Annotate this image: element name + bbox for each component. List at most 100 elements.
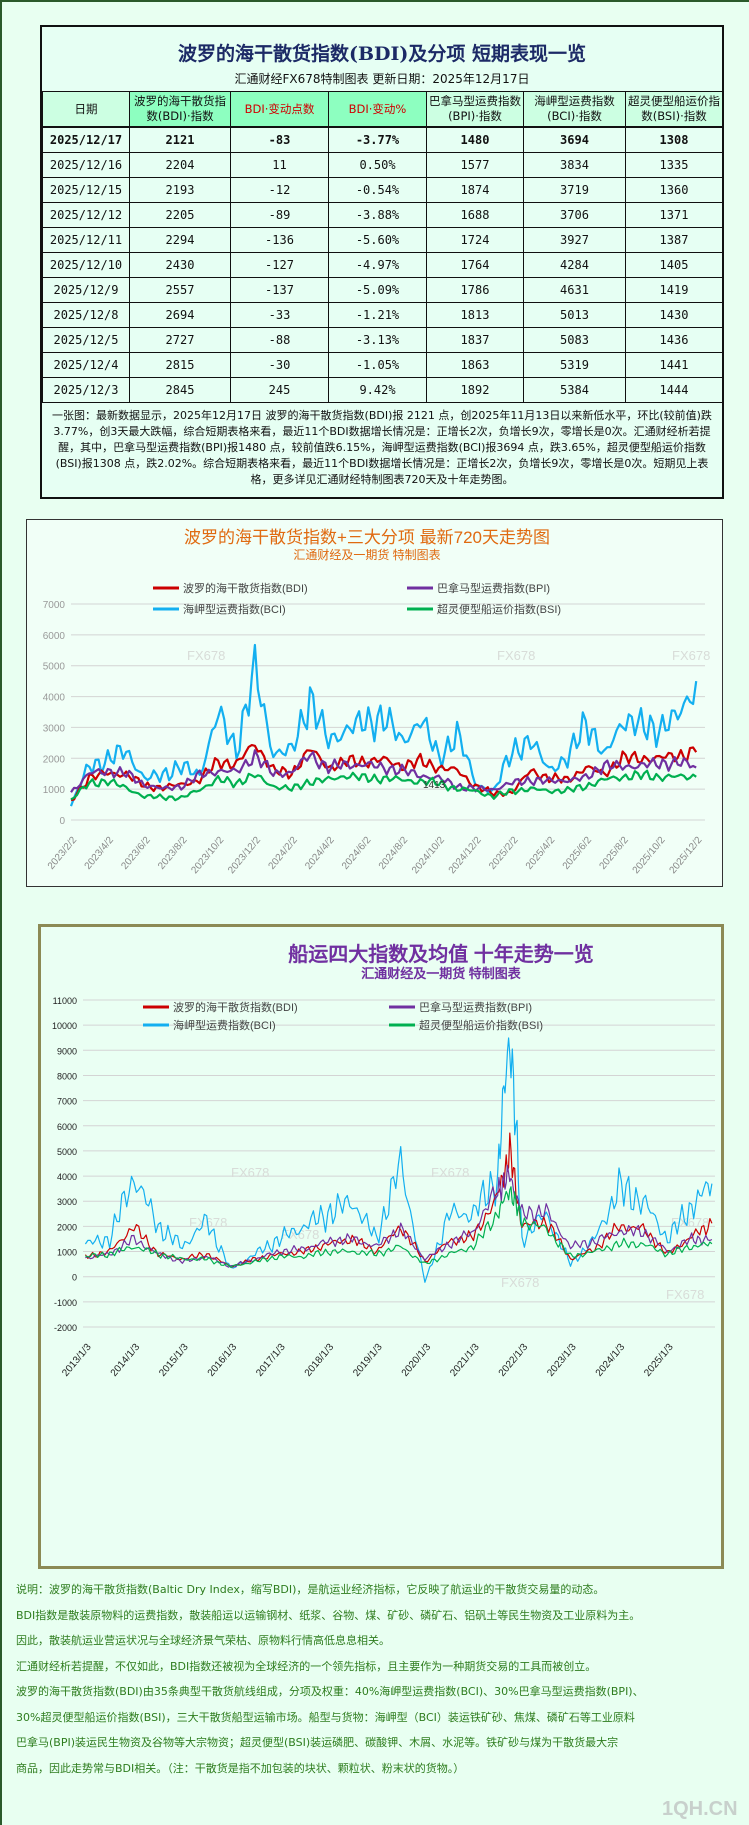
- note-line: 汇通财经析若提醒，不仅如此，BDI指数还被视为全球经济的一个领先指标，且主要作为…: [16, 1659, 597, 1673]
- chart-ten-years: 船运四大指数及均值 十年走势一览 汇通财经及一期货 特制图表 -2000 -1000 0…: [38, 924, 724, 1569]
- table-row: 2025/12/17 2121 -83 -3.77% 1480 3694 1308: [42, 126, 723, 153]
- cell-date: 2025/12/8: [42, 302, 130, 328]
- chart-subtitle: 汇通财经及一期货 特制图表: [361, 966, 522, 981]
- y-tick-label: 4000: [57, 1172, 77, 1182]
- series-line-bpi: [85, 1164, 713, 1268]
- cell-bpi: 1764: [426, 252, 524, 278]
- y-tick-label: 5000: [43, 662, 66, 673]
- note-line: 巴拿马(BPI)装运民生物资及谷物等大宗物资；超灵便型(BSI)装运磷肥、碳酸钾…: [16, 1736, 619, 1749]
- bdi-table: 日期 波罗的海干散货指数(BDI)·指数 BDI·变动点数 BDI·变动% 巴拿…: [42, 91, 723, 403]
- cell-bdi-change-pct: -5.60%: [328, 227, 427, 253]
- cell-bpi: 1786: [426, 277, 524, 303]
- x-tick-label: 2024/4/2: [303, 835, 337, 872]
- cell-date: 2025/12/5: [42, 327, 130, 353]
- y-tick-label: 11000: [53, 996, 77, 1006]
- cell-bdi-change: -12: [230, 177, 329, 203]
- x-tick-label: 2021/1/3: [448, 1342, 482, 1379]
- cell-bdi: 2815: [129, 352, 231, 378]
- cell-bdi-change-pct: -5.09%: [328, 277, 427, 303]
- cell-bpi: 1813: [426, 302, 524, 328]
- x-tick-label: 2025/12/2: [667, 835, 704, 876]
- x-tick-label: 2018/1/3: [303, 1342, 337, 1379]
- watermark: FX678: [497, 648, 535, 663]
- table-row: 2025/12/12 2205 -89 -3.88% 1688 3706 1371: [42, 202, 723, 228]
- cell-bpi: 1837: [426, 327, 524, 353]
- cell-bsi: 1444: [625, 377, 723, 403]
- cell-bpi: 1724: [426, 227, 524, 253]
- y-tick-label: 10000: [52, 1021, 77, 1031]
- header-date: 日期: [42, 91, 130, 128]
- cell-bpi: 1577: [426, 152, 524, 178]
- series-line-bci: [69, 643, 698, 807]
- x-tick-label: 2023/6/2: [119, 835, 153, 872]
- cell-bci: 3694: [523, 126, 626, 153]
- cell-bsi: 1387: [625, 227, 723, 253]
- x-tick-label: 2019/1/3: [351, 1342, 385, 1379]
- header-bdi-change-pct: BDI·变动%: [328, 91, 427, 128]
- cell-bdi: 2204: [129, 152, 231, 178]
- watermark: FX678: [431, 1165, 469, 1180]
- cell-bdi-change-pct: -3.88%: [328, 202, 427, 228]
- cell-bdi-change: -137: [230, 277, 329, 303]
- y-tick-label: 7000: [57, 1097, 77, 1107]
- cell-bpi: 1863: [426, 352, 524, 378]
- cell-bpi: 1892: [426, 377, 524, 403]
- cell-bsi: 1419: [625, 277, 723, 303]
- x-tick-label: 2014/1/3: [109, 1342, 143, 1379]
- header-bdi-change: BDI·变动点数: [230, 91, 329, 128]
- cell-bdi-change-pct: -3.13%: [328, 327, 427, 353]
- cell-bpi: 1688: [426, 202, 524, 228]
- legend-label: 海岬型运费指数(BCI): [183, 602, 286, 616]
- cell-bci: 5319: [523, 352, 626, 378]
- x-tick-label: 2022/1/3: [497, 1342, 531, 1379]
- x-tick-label: 2017/1/3: [254, 1342, 288, 1379]
- x-tick-label: 2023/10/2: [189, 835, 226, 876]
- y-tick-label: 7000: [43, 600, 66, 611]
- watermark: FX678: [671, 1215, 709, 1230]
- table-row: 2025/12/5 2727 -88 -3.13% 1837 5083 1436: [42, 327, 723, 353]
- cell-date: 2025/12/9: [42, 277, 130, 303]
- cell-bdi: 2205: [129, 202, 231, 228]
- series-line-bpi: [70, 749, 697, 793]
- table-row: 2025/12/9 2557 -137 -5.09% 1786 4631 1419: [42, 277, 723, 303]
- x-tick-label: 2024/1/3: [594, 1342, 628, 1379]
- cell-date: 2025/12/12: [42, 202, 130, 228]
- y-tick-label: 3000: [57, 1197, 77, 1207]
- cell-bdi-change-pct: 0.50%: [328, 152, 427, 178]
- y-tick-label: 4000: [43, 693, 66, 704]
- y-tick-label: 5000: [57, 1147, 77, 1157]
- watermark: FX678: [666, 1287, 704, 1302]
- watermark: FX678: [672, 648, 710, 663]
- y-tick-label: 9000: [57, 1046, 77, 1056]
- cell-bdi: 2121: [129, 126, 231, 153]
- table-row: 2025/12/10 2430 -127 -4.97% 1764 4284 1405: [42, 252, 723, 278]
- chart-title: 波罗的海干散货指数+三大分项 最新720天走势图: [184, 528, 550, 547]
- cell-date: 2025/12/4: [42, 352, 130, 378]
- table-row: 2025/12/3 2845 245 9.42% 1892 5384 1444: [42, 377, 723, 403]
- cell-bdi-change: -88: [230, 327, 329, 353]
- cell-bci: 3706: [523, 202, 626, 228]
- x-tick-label: 2024/8/2: [377, 835, 411, 872]
- x-tick-label: 2015/1/3: [157, 1342, 191, 1379]
- cell-date: 2025/12/11: [42, 227, 130, 253]
- header-bpi: 巴拿马型运费指数(BPI)·指数: [426, 91, 524, 128]
- x-tick-label: 2016/1/3: [206, 1342, 240, 1379]
- cell-bdi-change-pct: -1.05%: [328, 352, 427, 378]
- cell-bci: 3834: [523, 152, 626, 178]
- cell-bdi-change: 245: [230, 377, 329, 403]
- series-line-bsi: [85, 1186, 713, 1268]
- cell-bci: 4631: [523, 277, 626, 303]
- x-tick-label: 2023/12/2: [226, 835, 263, 876]
- x-tick-label: 2025/10/2: [631, 835, 668, 876]
- cell-bdi: 2727: [129, 327, 231, 353]
- y-tick-label: 6000: [57, 1122, 77, 1132]
- note-line: 30%超灵便型船运价指数(BSI)，三大干散货船型运输市场。船型与货物：海岬型（…: [16, 1710, 635, 1724]
- x-tick-label: 2025/1/3: [642, 1342, 676, 1379]
- y-tick-label: -1000: [54, 1298, 77, 1308]
- x-tick-label: 2025/8/2: [597, 835, 631, 872]
- cell-bdi-change-pct: -4.97%: [328, 252, 427, 278]
- table-row: 2025/12/16 2204 11 0.50% 1577 3834 1335: [42, 152, 723, 178]
- cell-bdi-change: -30: [230, 352, 329, 378]
- cell-bdi-change: -136: [230, 227, 329, 253]
